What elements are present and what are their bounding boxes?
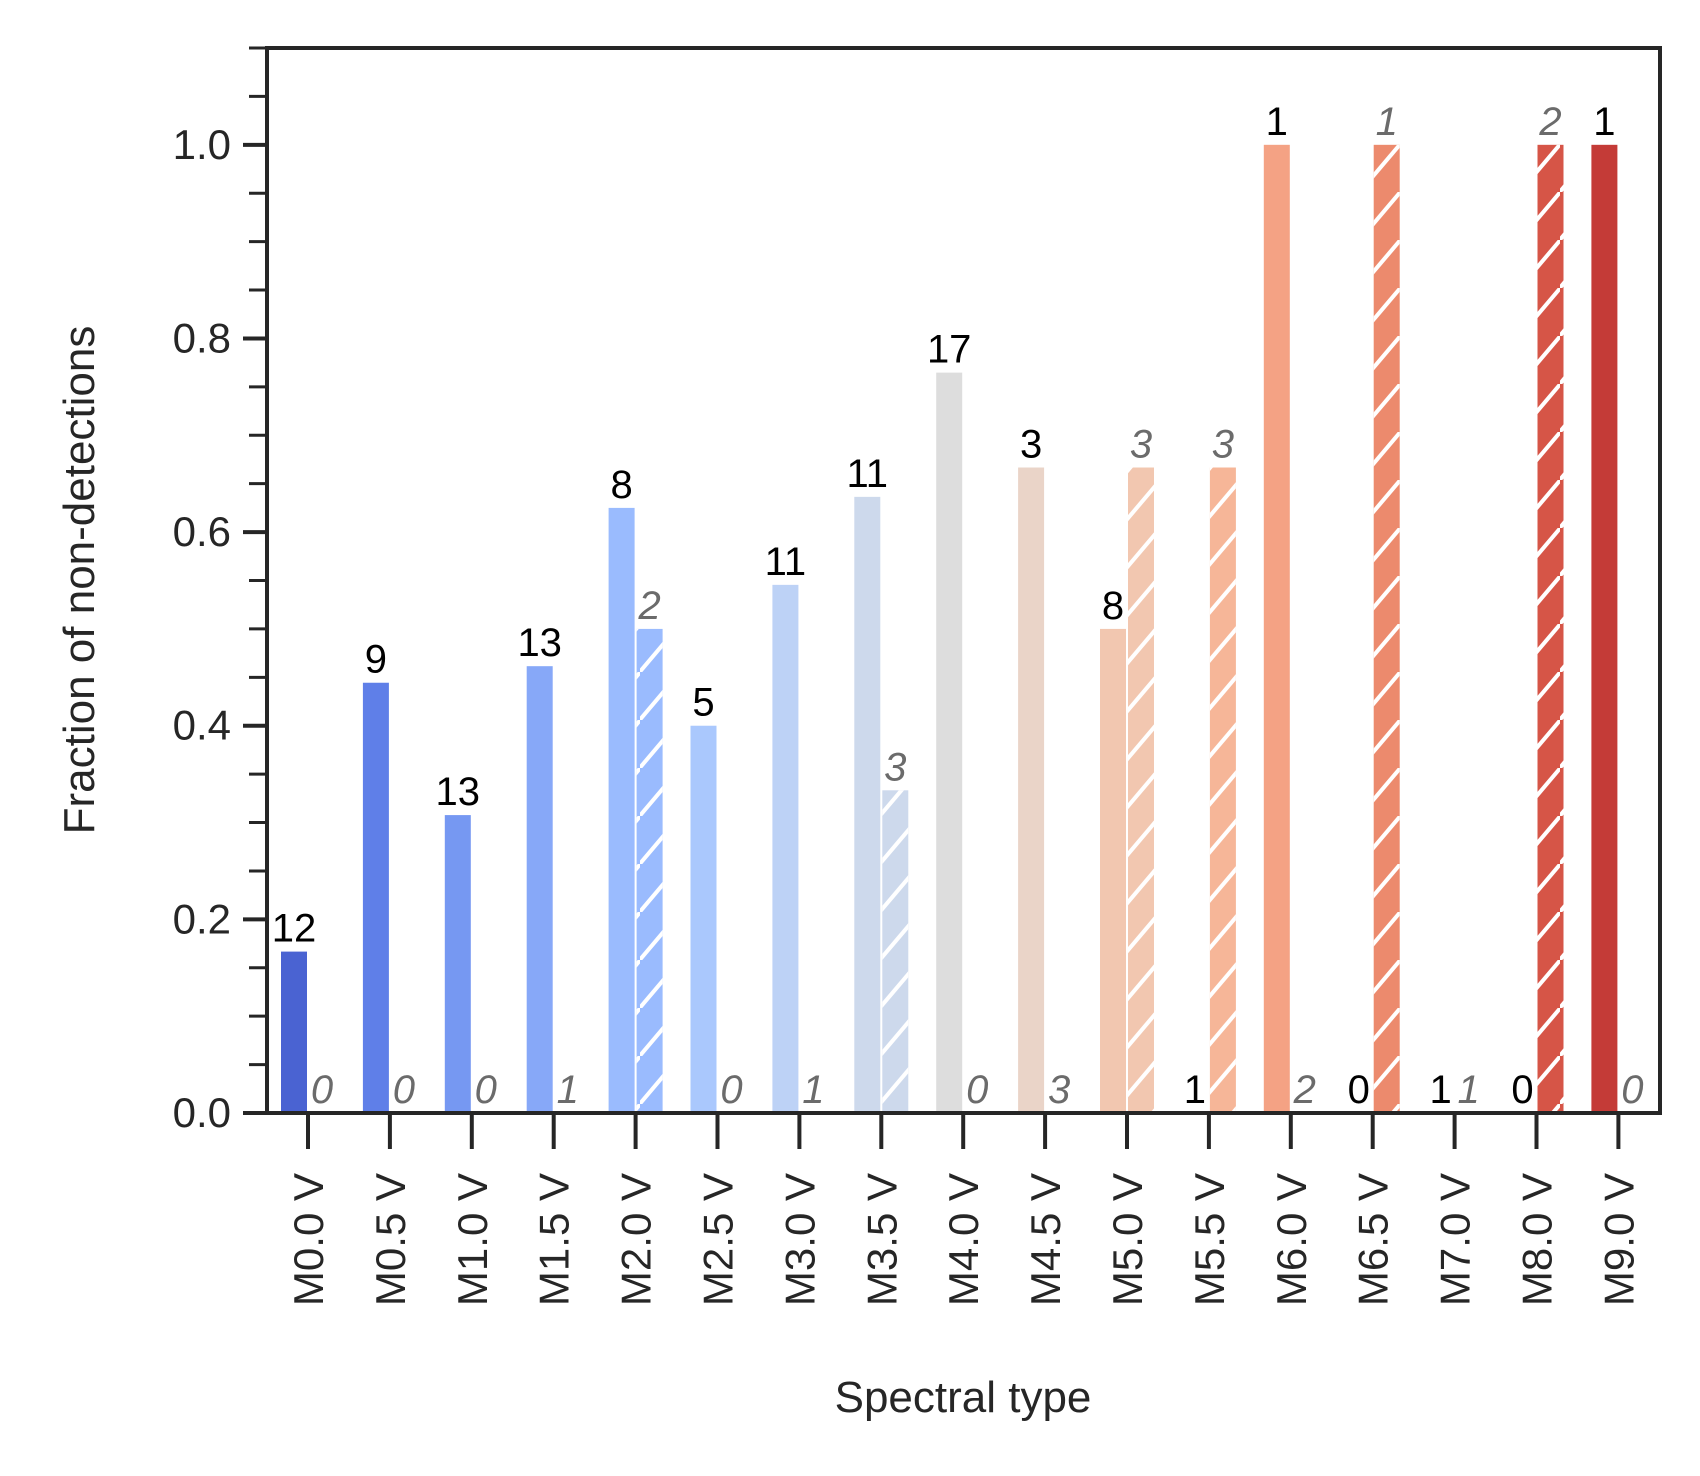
bar-count-label: 0 [1511, 1068, 1533, 1112]
bar-count-label: 3 [884, 745, 906, 789]
bar-solid-0 [281, 951, 307, 1113]
x-tick-label: M2.0 V [613, 1173, 660, 1306]
x-tick-label: M2.5 V [695, 1173, 742, 1306]
bar-count-label: 5 [692, 681, 714, 725]
bar-count-label: 17 [927, 328, 972, 372]
x-tick-label: M7.0 V [1432, 1173, 1479, 1306]
x-tick-label: M6.0 V [1268, 1173, 1315, 1306]
bar-solid-10 [1100, 628, 1126, 1113]
bar-count-label: 8 [610, 463, 632, 507]
y-tick-label: 0.8 [173, 314, 231, 361]
bar-solid-3 [526, 666, 553, 1113]
x-tick-label: M9.0 V [1595, 1173, 1642, 1306]
bar-count-label: 0 [1348, 1068, 1370, 1112]
x-tick-label: M5.5 V [1186, 1173, 1233, 1306]
x-tick-label: M0.0 V [285, 1173, 332, 1306]
x-axis-title: Spectral type [835, 1373, 1092, 1422]
bar-count-label: 9 [365, 638, 387, 682]
x-tick-label: M4.0 V [940, 1173, 987, 1306]
bar-solid-16 [1591, 144, 1618, 1113]
bar-count-label: 8 [1102, 584, 1124, 628]
bar-count-label: 13 [517, 621, 562, 665]
bar-solid-2 [444, 815, 471, 1113]
bar-count-label: 0 [311, 1068, 333, 1112]
bar-count-label: 1 [1457, 1068, 1479, 1112]
x-tick-label: M3.0 V [776, 1173, 823, 1306]
y-tick-label: 1.0 [173, 121, 231, 168]
bar-count-label: 1 [1429, 1068, 1451, 1112]
x-tick-label: M1.5 V [531, 1173, 578, 1306]
x-axis: M0.0 V M0.5 V M1.0 V M1.5 V M2.0 V M2.5 V M3.0… [285, 1113, 1642, 1306]
bar-count-label: 1 [1376, 100, 1398, 144]
bar-count-label: 1 [1184, 1068, 1206, 1112]
x-tick-label: M5.0 V [1104, 1173, 1151, 1306]
bar-count-label: 12 [272, 907, 317, 951]
bar-solid-12 [1263, 144, 1290, 1113]
bar-count-label: 0 [393, 1068, 415, 1112]
bar-count-label: 3 [1048, 1068, 1070, 1112]
bar-count-label: 3 [1212, 423, 1234, 467]
bar-hatch-overlay-4 [636, 628, 663, 1113]
bar-hatch-overlay-13 [1373, 144, 1400, 1113]
bar-count-label: 2 [637, 584, 660, 628]
bar-solid-7 [854, 496, 881, 1113]
bar-solid-9 [1018, 467, 1045, 1113]
bar-count-label: 1 [802, 1068, 824, 1112]
bar-hatch-overlay-15 [1537, 144, 1564, 1113]
bar-count-label: 3 [1020, 423, 1042, 467]
bar-count-label: 1 [557, 1068, 579, 1112]
y-tick-label: 0.0 [173, 1089, 231, 1136]
y-tick-label: 0.2 [173, 895, 231, 942]
bar-solid-6 [772, 584, 799, 1113]
bar-count-label: 0 [966, 1068, 988, 1112]
y-axis: 0.0 0.2 0.4 0.6 0.8 1.0 [173, 46, 267, 1136]
plot-frame [265, 46, 1662, 1115]
bar-count-label: 0 [475, 1068, 497, 1112]
bar-count-label: 11 [765, 540, 807, 584]
bar-count-label: 0 [720, 1068, 742, 1112]
bar-hatch-overlay-10 [1128, 467, 1154, 1113]
bar-solid-1 [362, 682, 389, 1113]
x-tick-label: M4.5 V [1022, 1173, 1069, 1306]
y-tick-label: 0.4 [173, 702, 231, 749]
y-tick-label: 0.6 [173, 508, 231, 555]
x-tick-label: M1.0 V [449, 1173, 496, 1306]
bar-count-label: 2 [1538, 100, 1561, 144]
bar-count-label: 3 [1130, 423, 1152, 467]
y-axis-title: Fraction of non-detections [55, 326, 104, 835]
bar-count-label: 0 [1621, 1068, 1643, 1112]
bar-count-label: 13 [436, 770, 481, 814]
x-tick-label: M3.5 V [858, 1173, 905, 1306]
x-tick-label: M8.0 V [1514, 1173, 1561, 1306]
bar-count-label: 11 [847, 452, 889, 496]
bars-layer [281, 144, 1618, 1114]
x-tick-label: M0.5 V [367, 1173, 414, 1306]
x-tick-label: M6.5 V [1350, 1173, 1397, 1306]
bar-solid-4 [608, 507, 635, 1113]
bar-count-label: 1 [1593, 100, 1615, 144]
bar-hatch-overlay-11 [1209, 467, 1236, 1113]
bar-hatch-overlay-7 [882, 790, 909, 1113]
bar-solid-8 [936, 372, 963, 1114]
bar-solid-5 [690, 725, 717, 1113]
bar-count-label: 1 [1266, 100, 1288, 144]
bar-count-label: 2 [1293, 1068, 1316, 1112]
